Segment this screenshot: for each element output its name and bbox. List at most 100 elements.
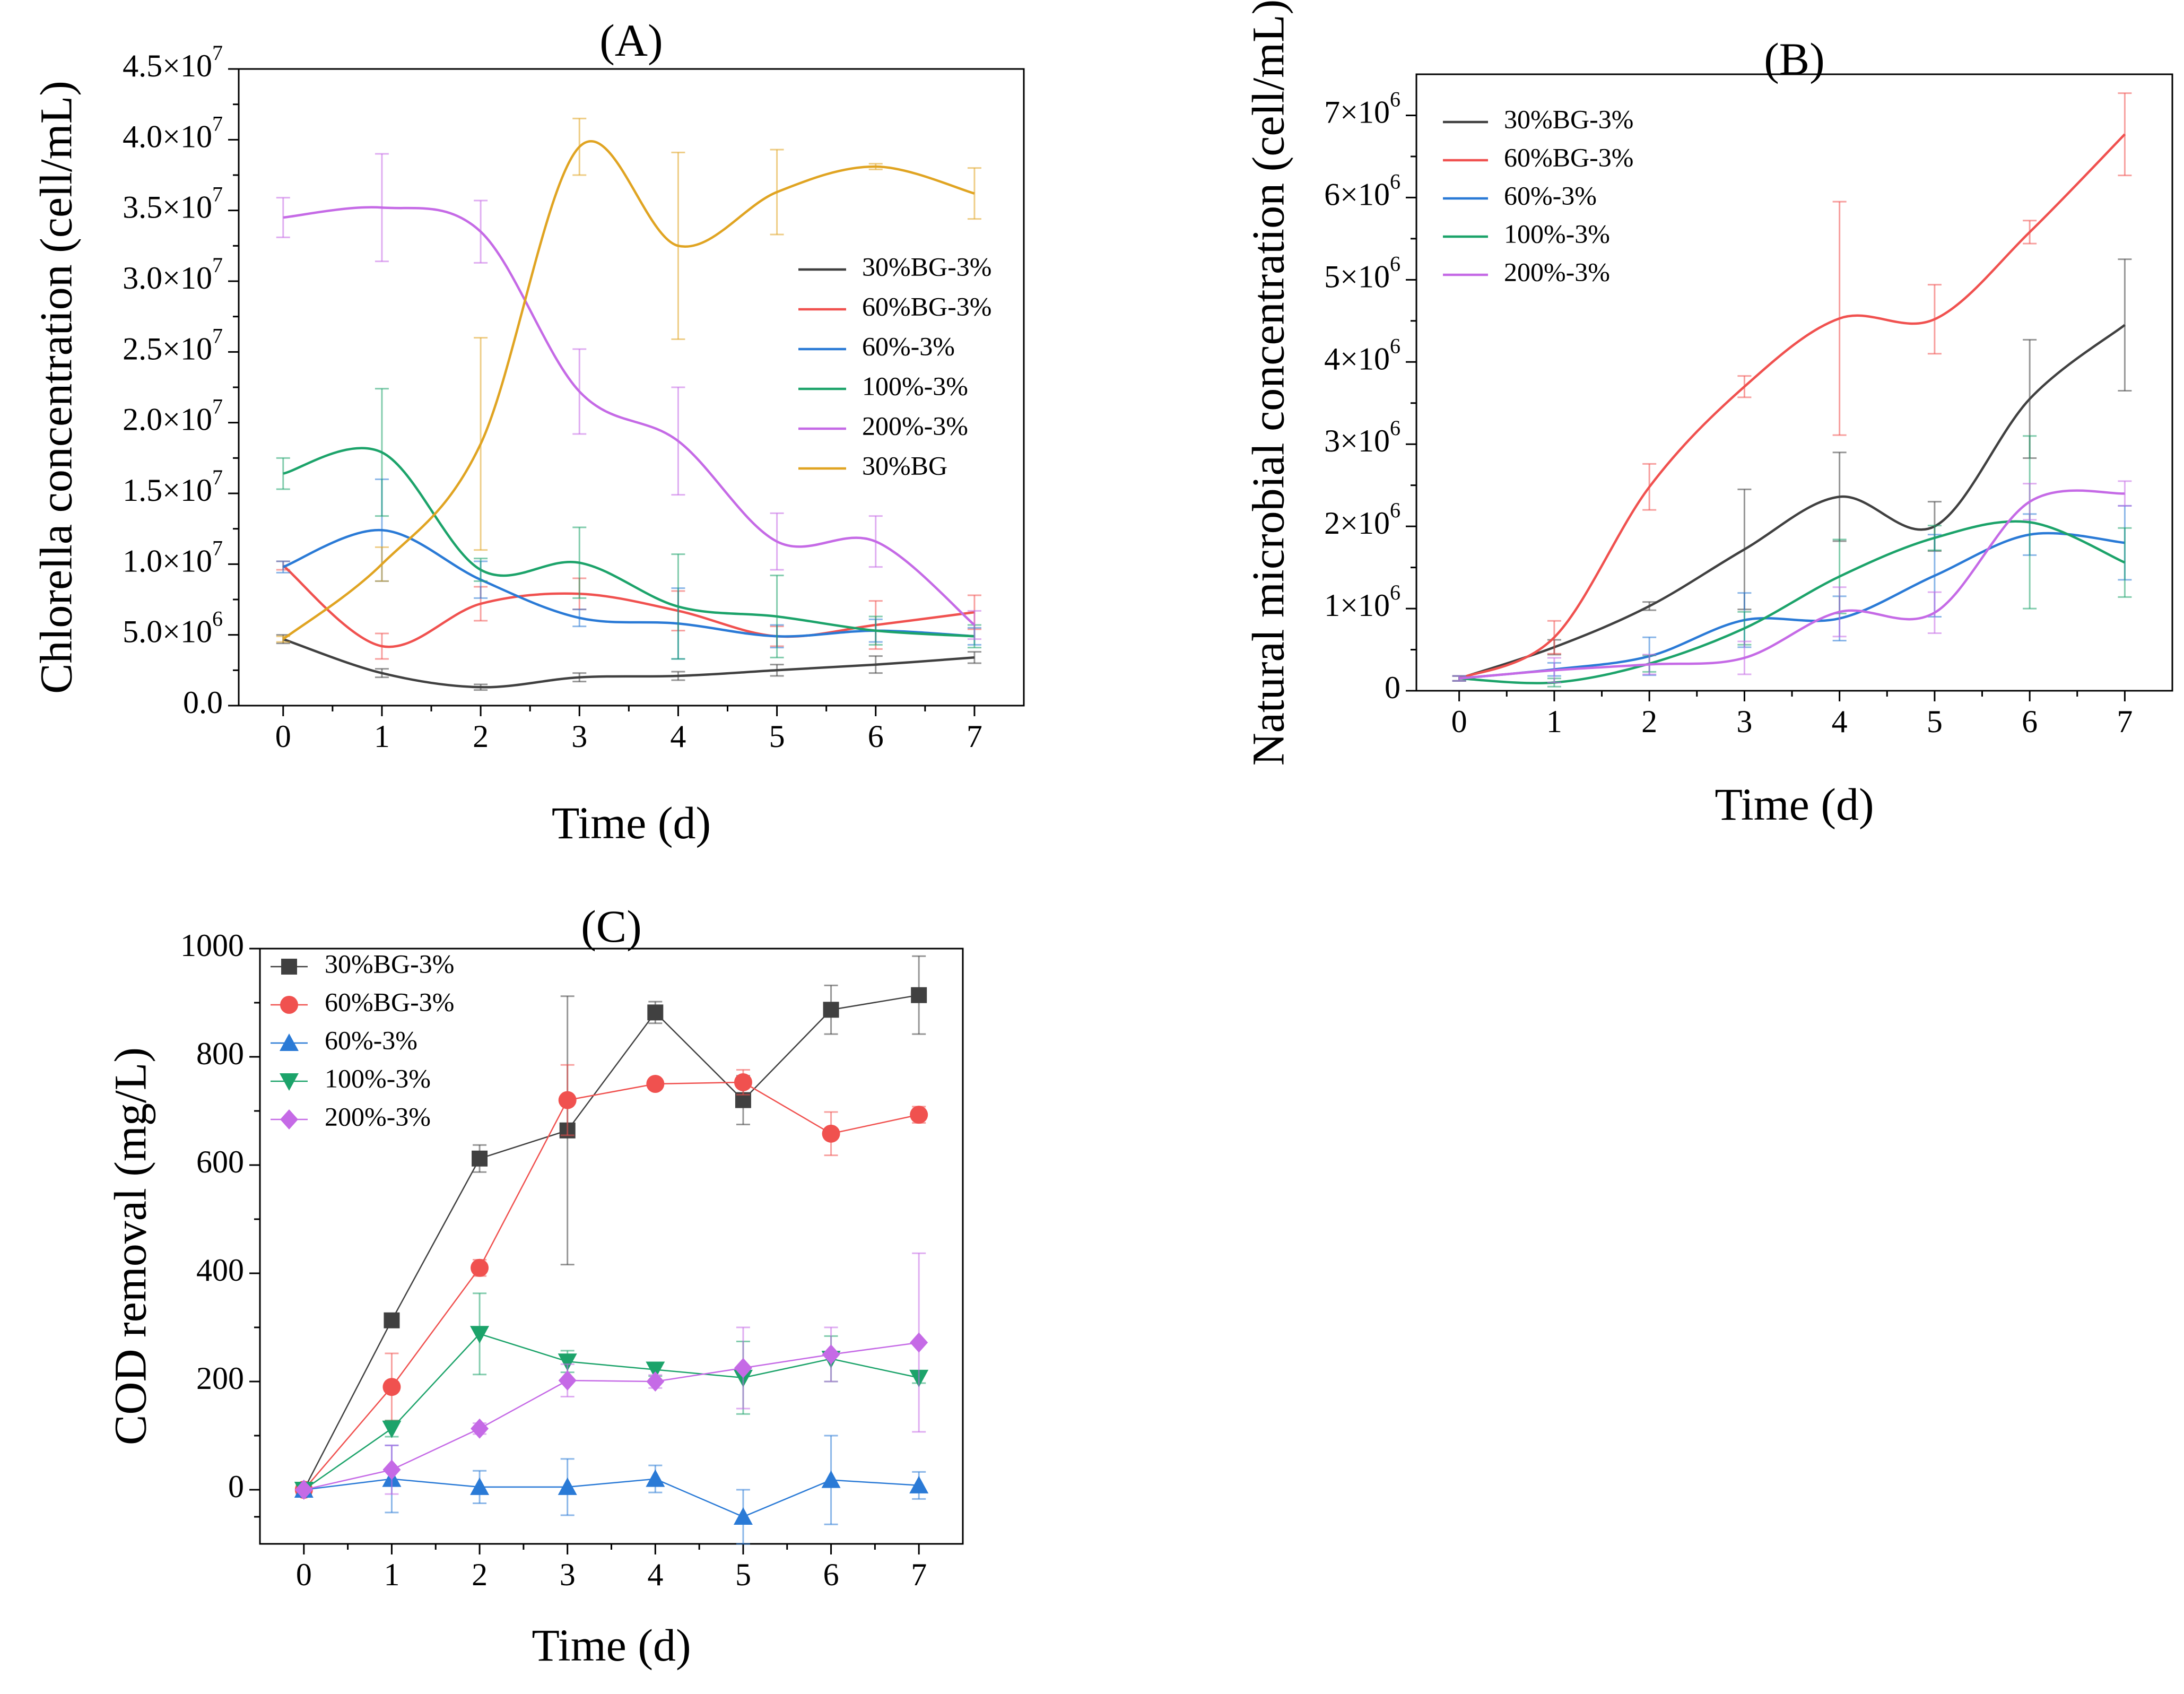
series-line bbox=[283, 206, 976, 626]
y-tick-label-exponent: 6 bbox=[1390, 170, 1400, 194]
y-tick-label-exponent: 6 bbox=[1390, 416, 1400, 440]
data-point bbox=[909, 1475, 929, 1493]
y-tick-label: 2.0×107 bbox=[123, 395, 223, 437]
y-tick-label-mantissa: 1×10 bbox=[1324, 588, 1390, 623]
legend-marker bbox=[281, 959, 297, 975]
series-line bbox=[1459, 532, 2125, 680]
y-tick-label-mantissa: 4.0×10 bbox=[123, 119, 212, 154]
data-point bbox=[910, 1106, 928, 1124]
legend-label: 60%-3% bbox=[325, 1025, 417, 1055]
y-tick-label-mantissa: 5×10 bbox=[1324, 259, 1390, 294]
y-tick-label: 2.5×107 bbox=[123, 324, 223, 367]
data-point bbox=[734, 1073, 752, 1091]
y-tick-label: 1×106 bbox=[1324, 580, 1400, 623]
x-tick-label: 4 bbox=[1832, 704, 1848, 739]
x-tick-label: 3 bbox=[571, 719, 587, 754]
y-tick-label-mantissa: 400 bbox=[196, 1253, 244, 1288]
data-point bbox=[646, 1371, 665, 1392]
legend-marker bbox=[280, 1033, 299, 1051]
y-tick-label: 5×106 bbox=[1324, 252, 1400, 294]
data-point bbox=[646, 1361, 665, 1379]
legend-label: 100%-3% bbox=[862, 371, 968, 401]
legend-label: 60%-3% bbox=[1504, 180, 1597, 210]
panel-title: (A) bbox=[599, 15, 663, 66]
y-tick-label: 1.0×107 bbox=[123, 536, 223, 579]
legend-label: 60%-3% bbox=[862, 331, 955, 361]
y-tick-label-mantissa: 2.5×10 bbox=[123, 331, 212, 366]
series-line bbox=[1459, 489, 2125, 680]
x-tick-label: 0 bbox=[275, 719, 291, 754]
series-200%-3% bbox=[276, 153, 981, 640]
legend-entry: 30%BG bbox=[798, 450, 947, 480]
legend-entry: 200%-3% bbox=[798, 411, 968, 440]
data-point bbox=[558, 1370, 577, 1391]
data-point bbox=[646, 1469, 665, 1487]
y-tick-label-mantissa: 0.0 bbox=[183, 685, 223, 720]
data-point bbox=[558, 1091, 577, 1109]
x-tick-label: 7 bbox=[967, 719, 982, 754]
legend-entry: 60%-3% bbox=[798, 331, 955, 361]
data-point bbox=[382, 1420, 402, 1438]
x-tick-label: 3 bbox=[1736, 704, 1752, 739]
legend-label: 60%BG-3% bbox=[862, 291, 991, 321]
x-tick-label: 4 bbox=[670, 719, 686, 754]
plot-frame bbox=[1415, 73, 2173, 692]
panel-c-cod-removal: 0 1 2 3 4 5 6 7 0 200 400 600 800 1000 (C) Time (d) COD … bbox=[105, 901, 964, 1671]
data-point bbox=[822, 1344, 840, 1365]
data-point bbox=[470, 1477, 490, 1495]
x-tick-label: 1 bbox=[384, 1557, 399, 1592]
data-point bbox=[646, 1075, 665, 1093]
legend-marker bbox=[280, 1073, 299, 1091]
data-point bbox=[384, 1312, 400, 1328]
series-30%BG-3% bbox=[276, 634, 981, 691]
y-tick-label: 800 bbox=[196, 1036, 244, 1071]
y-tick-label: 200 bbox=[196, 1361, 244, 1396]
y-tick-label: 7×106 bbox=[1324, 88, 1400, 130]
y-tick-label-exponent: 7 bbox=[212, 324, 223, 348]
y-tick-label: 6×106 bbox=[1324, 170, 1400, 212]
legend-label: 200%-3% bbox=[862, 411, 968, 440]
legend-label: 30%BG-3% bbox=[862, 251, 991, 281]
y-tick-label: 2×106 bbox=[1324, 498, 1400, 541]
data-point bbox=[647, 1004, 664, 1021]
y-tick-label-mantissa: 2×10 bbox=[1324, 506, 1390, 541]
data-point bbox=[472, 1150, 488, 1167]
x-tick-label: 4 bbox=[647, 1557, 663, 1592]
y-tick-label-mantissa: 5.0×10 bbox=[123, 614, 212, 649]
legend-entry: 100%-3% bbox=[271, 1063, 431, 1093]
y-tick-label-mantissa: 4×10 bbox=[1324, 341, 1390, 376]
x-tick-label: 0 bbox=[296, 1557, 312, 1592]
legend-entry: 30%BG-3% bbox=[1443, 104, 1633, 134]
data-point bbox=[822, 1124, 840, 1143]
data-point bbox=[470, 1326, 490, 1344]
legend-entry: 60%BG-3% bbox=[1443, 142, 1633, 172]
series-line bbox=[283, 447, 975, 638]
x-tick-label: 5 bbox=[1927, 704, 1943, 739]
y-tick-label: 3.0×107 bbox=[123, 253, 223, 296]
series-200%-3% bbox=[294, 1252, 928, 1500]
y-tick-label-exponent: 7 bbox=[212, 112, 223, 136]
legend-label: 100%-3% bbox=[325, 1063, 431, 1093]
series-line bbox=[303, 994, 919, 1490]
y-tick-label-mantissa: 600 bbox=[196, 1144, 244, 1179]
y-tick-label-mantissa: 0 bbox=[228, 1469, 244, 1504]
y-tick-label-mantissa: 2.0×10 bbox=[123, 402, 212, 437]
y-axis-label: Natural microbial concentration (cell/mL… bbox=[1243, 0, 1294, 766]
y-tick-label-exponent: 7 bbox=[212, 395, 223, 419]
panel-title: (C) bbox=[581, 901, 642, 952]
series-line bbox=[1458, 324, 2126, 680]
y-tick-label-exponent: 6 bbox=[212, 607, 223, 631]
y-tick-label-mantissa: 3.0×10 bbox=[123, 260, 212, 296]
x-tick-label: 2 bbox=[473, 719, 489, 754]
legend-entry: 60%BG-3% bbox=[798, 291, 991, 321]
y-tick-label-mantissa: 200 bbox=[196, 1361, 244, 1396]
legend-label: 200%-3% bbox=[1504, 257, 1610, 286]
y-tick-label: 0 bbox=[228, 1469, 244, 1504]
y-tick-label-mantissa: 1.5×10 bbox=[123, 473, 212, 508]
legend-entry: 60%BG-3% bbox=[271, 987, 454, 1017]
y-axis-label: COD removal (mg/L) bbox=[105, 1047, 156, 1445]
series-line bbox=[1459, 520, 2126, 684]
series-30%BG-3% bbox=[295, 955, 927, 1498]
series-line bbox=[303, 1342, 919, 1491]
